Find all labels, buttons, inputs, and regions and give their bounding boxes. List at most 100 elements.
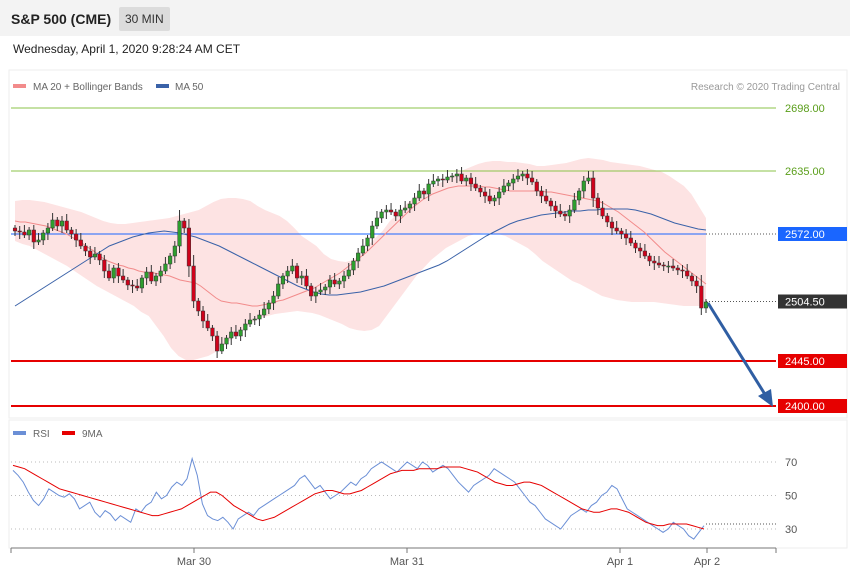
candle-body: [436, 178, 441, 182]
candle-body: [351, 260, 356, 271]
ma20-legend-swatch: [13, 84, 26, 88]
candle-body: [642, 250, 647, 257]
candle-body: [247, 319, 253, 325]
candle-body: [417, 190, 422, 199]
candle-body: [497, 191, 502, 199]
candle-body: [544, 195, 549, 202]
candle-body: [356, 252, 361, 262]
candle-body: [628, 237, 633, 244]
candle-body: [12, 227, 18, 232]
candle-body: [558, 210, 563, 215]
candle-body: [619, 230, 624, 235]
candle-body: [346, 269, 351, 277]
candle-body: [106, 270, 112, 279]
candle-body: [703, 301, 709, 309]
candle-body: [426, 183, 431, 195]
candle-body: [139, 277, 144, 289]
last-price-tag: [778, 294, 847, 309]
candle-body: [652, 260, 657, 264]
candle-body: [130, 284, 135, 287]
candle-body: [323, 286, 328, 291]
bollinger-band: [15, 158, 706, 360]
candle-body: [360, 245, 365, 254]
candle-body: [125, 279, 130, 286]
candle-body: [299, 275, 304, 279]
candle-body: [464, 177, 469, 182]
candle-body: [219, 343, 224, 352]
chart-header: S&P 500 (CME) 30 MIN: [0, 0, 850, 36]
candle-body: [215, 335, 220, 352]
candle-body: [266, 302, 271, 310]
candle-body: [186, 227, 191, 267]
candle-body: [83, 245, 88, 252]
candle-body: [121, 275, 126, 281]
candle-body: [389, 209, 394, 213]
candle-body: [548, 200, 553, 207]
candle-body: [88, 250, 93, 258]
candle-body: [271, 295, 276, 304]
candle-body: [680, 269, 685, 272]
candle-body: [22, 231, 27, 236]
candle-body: [102, 259, 107, 272]
support-label: 2445.00: [785, 356, 825, 368]
resistance-label: 2698.00: [785, 103, 825, 115]
candle-body: [27, 229, 32, 236]
candle-body: [365, 237, 370, 247]
candle-body: [182, 220, 187, 229]
candle-body: [675, 267, 680, 271]
candle-body: [614, 227, 619, 232]
timeframe-badge[interactable]: 30 MIN: [119, 7, 170, 31]
candle-body: [257, 314, 262, 320]
candle-body: [530, 177, 535, 183]
candle-body: [671, 265, 676, 269]
candle-body: [97, 253, 102, 261]
candle-body: [624, 233, 629, 239]
x-tick-label: Mar 30: [177, 556, 211, 568]
candle-body: [699, 285, 704, 309]
candle-body: [74, 233, 79, 241]
candle-body: [92, 253, 97, 258]
candle-body: [313, 291, 318, 297]
support-label: 2400.00: [785, 401, 825, 413]
forecast-arrow-shaft: [706, 302, 768, 397]
x-tick-label: Mar 31: [390, 556, 424, 568]
candle-body: [318, 289, 323, 293]
candle-body: [515, 175, 521, 180]
candle-body: [689, 275, 694, 282]
resistance-label: 2635.00: [785, 166, 825, 178]
forecast-arrow-head: [758, 389, 773, 407]
candle-body: [666, 265, 671, 268]
candle-body: [78, 239, 83, 247]
rsi-plot: 70 50 30: [11, 456, 797, 540]
candle-body: [41, 232, 46, 241]
candle-body: [158, 270, 163, 277]
rsi-tick-label: 70: [785, 457, 797, 469]
candle-body: [445, 176, 450, 181]
candle-body: [586, 177, 591, 182]
candle-body: [403, 207, 408, 211]
candle-body: [135, 285, 140, 289]
candle-body: [440, 178, 445, 181]
candle-body: [327, 279, 332, 288]
candle-body: [280, 275, 285, 285]
candle-body: [116, 267, 121, 277]
candle-body: [177, 220, 182, 247]
ma20-legend-label: MA 20 + Bollinger Bands: [33, 82, 143, 93]
candle-body: [45, 227, 50, 234]
price-level-tags: 2698.00 2635.00 2572.00 2504.50 2445.00 2400.…: [778, 103, 847, 413]
candle-body: [341, 275, 347, 282]
candle-body: [511, 178, 516, 184]
candle-body: [656, 262, 662, 266]
candle-body: [163, 263, 168, 272]
candle-body: [69, 229, 74, 235]
rsi-tick-label: 50: [785, 491, 797, 503]
candle-body: [149, 271, 154, 282]
candle-body: [661, 264, 666, 267]
ma9-legend-label: 9MA: [82, 429, 103, 440]
rsi-tick-label: 30: [785, 524, 797, 536]
candle-body: [459, 173, 464, 182]
support-tag: [778, 399, 847, 413]
candle-body: [412, 197, 417, 205]
candle-body: [473, 183, 478, 189]
candle-body: [553, 205, 558, 212]
